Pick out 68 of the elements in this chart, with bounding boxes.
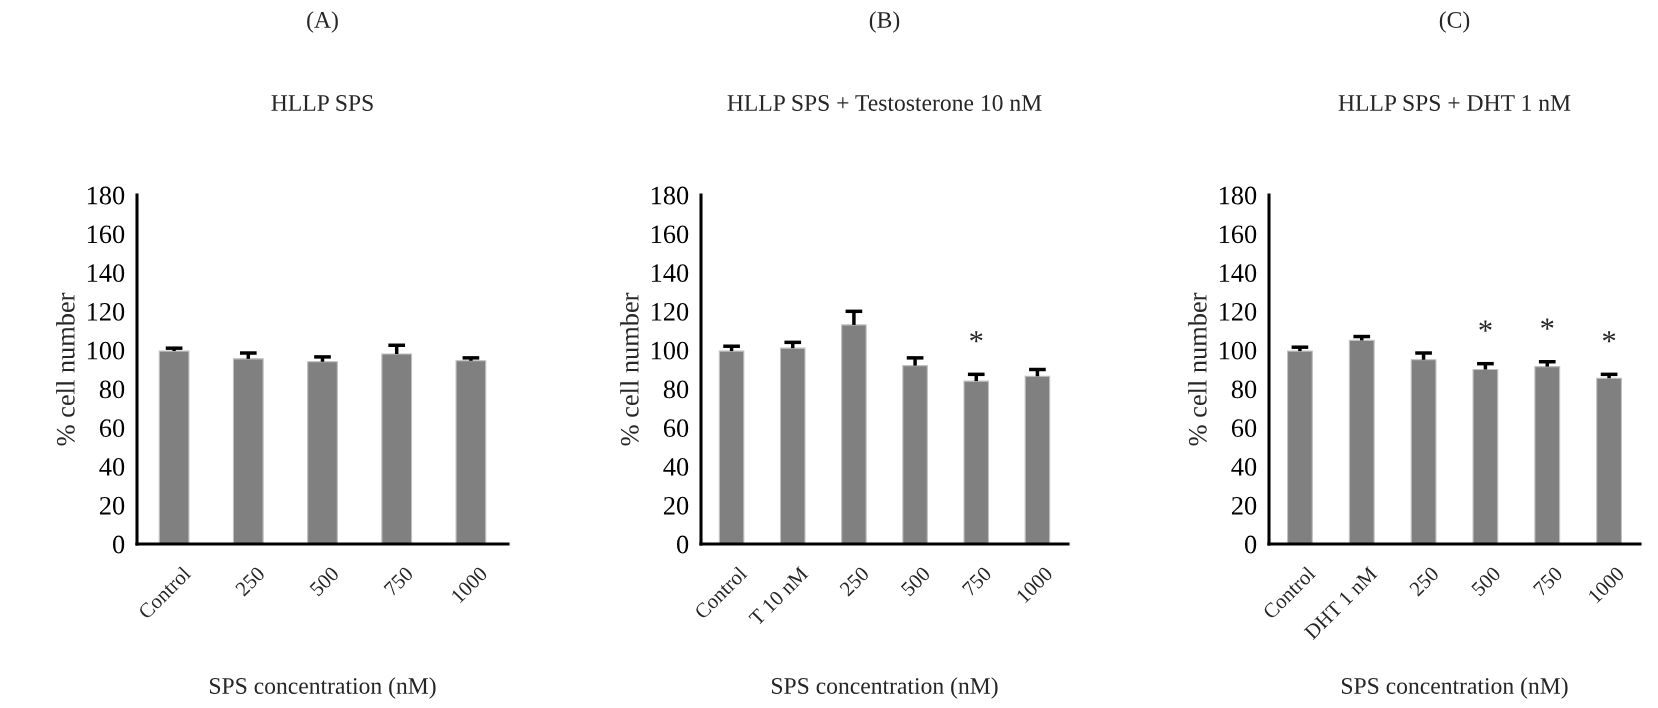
y-tick-label: 80 (663, 380, 689, 399)
y-tick-label: 160 (651, 225, 689, 244)
y-tick-label: 40 (99, 458, 125, 476)
x-tick-label: 750 (383, 565, 414, 597)
bar (963, 380, 990, 544)
chart-title: (B) (869, 11, 900, 33)
y-tick-label: 20 (1231, 496, 1257, 515)
bar (1410, 359, 1437, 544)
y-tick-label: 80 (99, 380, 125, 399)
y-tick-label: 140 (1219, 264, 1257, 282)
bar (1348, 339, 1375, 544)
y-tick-label: 120 (87, 302, 125, 321)
y-tick-label: 100 (87, 341, 125, 360)
y-tick-label: 0 (677, 535, 689, 554)
x-tick-label: 750 (1532, 565, 1564, 597)
x-axis-title: SPS concentration (nM) (209, 677, 436, 699)
bar (1534, 366, 1561, 544)
x-axis-title: SPS concentration (nM) (1341, 677, 1568, 699)
bar (902, 365, 928, 544)
y-tick-label: 0 (113, 535, 125, 554)
annotation: * (970, 331, 983, 343)
y-tick-label: 40 (1231, 458, 1257, 476)
y-tick-label: 100 (651, 341, 689, 360)
bar (1286, 350, 1313, 544)
y-tick-label: 20 (663, 496, 689, 515)
bar (1596, 377, 1623, 544)
y-tick-label: 120 (1219, 302, 1257, 321)
annotation: * (1541, 318, 1554, 330)
y-tick-label: 140 (87, 264, 125, 282)
y-tick-label: 160 (87, 225, 125, 244)
bar (718, 350, 745, 544)
x-tick-label: 250 (839, 565, 870, 597)
y-tick-label: 60 (1231, 419, 1257, 438)
bar (1472, 368, 1499, 544)
y-tick-label: 180 (87, 186, 125, 205)
y-tick-label: 140 (651, 264, 689, 282)
x-tick-label: 250 (1408, 565, 1440, 597)
bar (841, 324, 867, 544)
chart-subtitle: HLLP SPS (271, 95, 373, 111)
x-tick-label: 750 (961, 565, 993, 597)
x-tick-label: T 10 nM (748, 565, 809, 627)
annotation: * (1479, 320, 1492, 332)
y-axis-title: % cell number (1188, 292, 1207, 446)
bar (779, 347, 806, 544)
y-tick-label: 100 (1219, 341, 1257, 360)
y-tick-label: 120 (651, 302, 689, 321)
y-tick-label: 40 (663, 458, 689, 476)
bar (1024, 375, 1051, 544)
y-tick-label: 60 (99, 419, 125, 438)
y-axis-title: % cell number (56, 292, 75, 446)
chart-subtitle: HLLP SPS + Testosterone 10 nM (727, 94, 1042, 111)
y-tick-label: 0 (1245, 535, 1257, 554)
y-tick-label: 20 (99, 496, 125, 515)
y-tick-label: 160 (1219, 225, 1257, 244)
chart-title: (C) (1439, 11, 1470, 33)
y-tick-label: 60 (663, 419, 689, 438)
y-tick-label: 180 (651, 186, 689, 205)
x-tick-label: 250 (234, 565, 266, 597)
chart-title: (A) (307, 11, 338, 33)
x-tick-label: 500 (900, 565, 932, 597)
y-tick-label: 180 (1219, 186, 1257, 205)
y-axis-title: % cell number (620, 292, 639, 446)
x-tick-label: 500 (309, 565, 340, 597)
x-tick-label: 500 (1470, 565, 1502, 597)
y-tick-label: 80 (1231, 380, 1257, 399)
x-axis-title: SPS concentration (nM) (771, 677, 998, 699)
annotation: * (1602, 331, 1616, 343)
chart-subtitle: HLLP SPS + DHT 1 nM (1338, 95, 1571, 111)
